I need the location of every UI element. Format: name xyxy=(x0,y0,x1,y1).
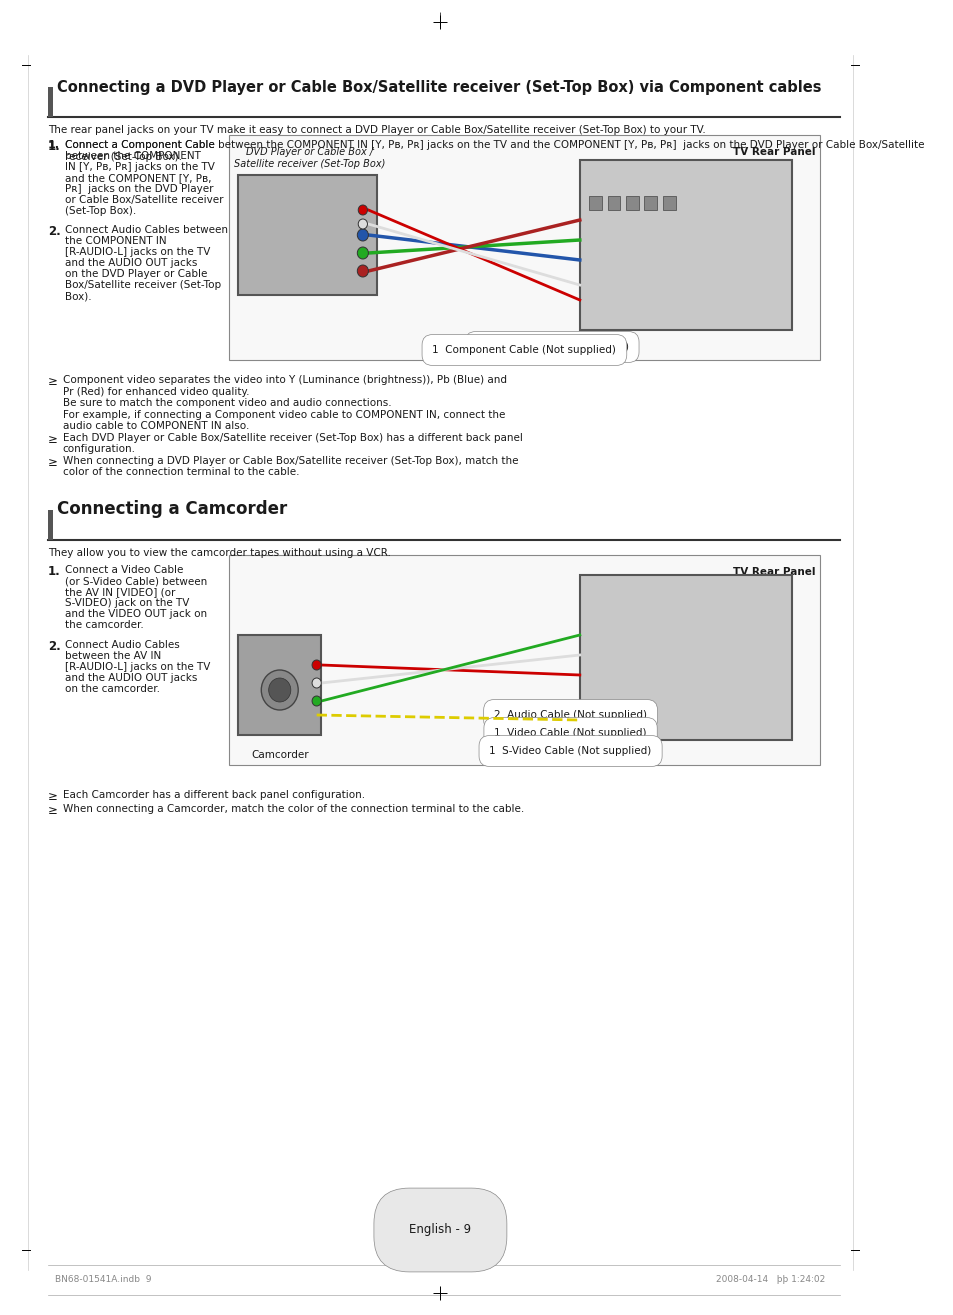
Text: Connect a Component Cable between the COMPONENT IN [Y, Pʙ, Pʀ] jacks on the TV a: Connect a Component Cable between the CO… xyxy=(65,139,923,162)
Text: ≥: ≥ xyxy=(48,790,58,803)
Text: 1  Video Cable (Not supplied): 1 Video Cable (Not supplied) xyxy=(494,729,646,738)
Text: ≥: ≥ xyxy=(48,433,58,446)
Text: 1.: 1. xyxy=(48,139,61,153)
Text: Pʀ]  jacks on the DVD Player: Pʀ] jacks on the DVD Player xyxy=(65,184,213,195)
Bar xyxy=(238,175,376,295)
Bar xyxy=(579,160,791,330)
Text: ≥: ≥ xyxy=(48,803,58,817)
Text: Connect Audio Cables: Connect Audio Cables xyxy=(65,640,179,650)
Bar xyxy=(238,635,321,735)
Text: Pr (Red) for enhanced video quality.: Pr (Red) for enhanced video quality. xyxy=(63,387,249,397)
Text: 2.: 2. xyxy=(48,640,61,654)
Text: between the COMPONENT: between the COMPONENT xyxy=(65,151,200,160)
Text: They allow you to view the camcorder tapes without using a VCR.: They allow you to view the camcorder tap… xyxy=(48,548,391,558)
Text: Each Camcorder has a different back panel configuration.: Each Camcorder has a different back pane… xyxy=(63,790,365,800)
Text: DVD Player or Cable Box /
Satellite receiver (Set-Top Box): DVD Player or Cable Box / Satellite rece… xyxy=(233,147,385,168)
Text: Component video separates the video into Y (Luminance (brightness)), Pb (Blue) a: Component video separates the video into… xyxy=(63,375,506,385)
Text: 1  Component Cable (Not supplied): 1 Component Cable (Not supplied) xyxy=(432,345,616,355)
Bar xyxy=(229,555,819,765)
Text: [R-AUDIO-L] jacks on the TV: [R-AUDIO-L] jacks on the TV xyxy=(65,247,210,256)
Text: or Cable Box/Satellite receiver: or Cable Box/Satellite receiver xyxy=(65,195,223,205)
Text: When connecting a DVD Player or Cable Box/Satellite receiver (Set-Top Box), matc: When connecting a DVD Player or Cable Bo… xyxy=(63,455,517,466)
Circle shape xyxy=(358,220,367,229)
Bar xyxy=(662,196,675,210)
Text: Be sure to match the component video and audio connections.: Be sure to match the component video and… xyxy=(63,398,391,408)
Text: IN [Y, Pʙ, Pʀ] jacks on the TV: IN [Y, Pʙ, Pʀ] jacks on the TV xyxy=(65,162,214,172)
Text: the AV IN [VIDEO] (or: the AV IN [VIDEO] (or xyxy=(65,586,174,597)
Circle shape xyxy=(358,205,367,214)
Text: the COMPONENT IN: the COMPONENT IN xyxy=(65,235,166,246)
Text: Camcorder: Camcorder xyxy=(251,750,308,760)
Text: 1.: 1. xyxy=(48,139,60,150)
Text: Connecting a DVD Player or Cable Box/Satellite receiver (Set-Top Box) via Compon: Connecting a DVD Player or Cable Box/Sat… xyxy=(57,80,821,95)
Text: audio cable to COMPONENT IN also.: audio cable to COMPONENT IN also. xyxy=(63,421,249,431)
Text: ≥: ≥ xyxy=(48,455,58,468)
Text: and the AUDIO OUT jacks: and the AUDIO OUT jacks xyxy=(65,258,197,268)
Text: S-VIDEO) jack on the TV: S-VIDEO) jack on the TV xyxy=(65,598,189,608)
Text: The rear panel jacks on your TV make it easy to connect a DVD Player or Cable Bo: The rear panel jacks on your TV make it … xyxy=(48,125,705,135)
Text: configuration.: configuration. xyxy=(63,444,135,454)
Text: ≥: ≥ xyxy=(48,375,58,388)
Text: color of the connection terminal to the cable.: color of the connection terminal to the … xyxy=(63,467,299,477)
Text: on the camcorder.: on the camcorder. xyxy=(65,684,159,694)
Text: BN68-01541A.indb  9: BN68-01541A.indb 9 xyxy=(55,1276,152,1285)
Text: Connect a Component Cable: Connect a Component Cable xyxy=(65,139,214,150)
Bar xyxy=(48,510,52,540)
Circle shape xyxy=(357,229,368,241)
Bar xyxy=(229,135,819,360)
Text: the camcorder.: the camcorder. xyxy=(65,619,143,630)
Text: on the DVD Player or Cable: on the DVD Player or Cable xyxy=(65,270,207,279)
Text: Connect a Video Cable: Connect a Video Cable xyxy=(65,565,183,575)
Text: 2.: 2. xyxy=(48,225,61,238)
Text: TV Rear Panel: TV Rear Panel xyxy=(732,147,815,156)
Text: 2  Audio Cable (Not supplied): 2 Audio Cable (Not supplied) xyxy=(476,342,628,352)
Text: 1  S-Video Cable (Not supplied): 1 S-Video Cable (Not supplied) xyxy=(489,746,651,756)
Text: English - 9: English - 9 xyxy=(409,1223,471,1236)
Text: between the AV IN: between the AV IN xyxy=(65,651,161,661)
Text: [R-AUDIO-L] jacks on the TV: [R-AUDIO-L] jacks on the TV xyxy=(65,661,210,672)
Text: Box/Satellite receiver (Set-Top: Box/Satellite receiver (Set-Top xyxy=(65,280,220,291)
Circle shape xyxy=(269,679,291,702)
Bar xyxy=(579,575,791,740)
Text: Connect Audio Cables between: Connect Audio Cables between xyxy=(65,225,228,235)
Circle shape xyxy=(357,247,368,259)
Circle shape xyxy=(357,266,368,277)
Text: and the VIDEO OUT jack on: and the VIDEO OUT jack on xyxy=(65,609,207,619)
Bar xyxy=(607,196,619,210)
Text: and the COMPONENT [Y, Pʙ,: and the COMPONENT [Y, Pʙ, xyxy=(65,174,211,183)
Text: 2  Audio Cable (Not supplied): 2 Audio Cable (Not supplied) xyxy=(494,710,646,721)
Text: TV Rear Panel: TV Rear Panel xyxy=(732,567,815,577)
Bar xyxy=(588,196,601,210)
Text: 2008-04-14   þþ 1:24:02: 2008-04-14 þþ 1:24:02 xyxy=(716,1276,824,1285)
Bar xyxy=(644,196,657,210)
Text: Each DVD Player or Cable Box/Satellite receiver (Set-Top Box) has a different ba: Each DVD Player or Cable Box/Satellite r… xyxy=(63,433,522,443)
Text: 1.: 1. xyxy=(48,565,61,579)
Circle shape xyxy=(312,660,321,671)
Text: (Set-Top Box).: (Set-Top Box). xyxy=(65,206,135,216)
Text: When connecting a Camcorder, match the color of the connection terminal to the c: When connecting a Camcorder, match the c… xyxy=(63,803,523,814)
Text: and the AUDIO OUT jacks: and the AUDIO OUT jacks xyxy=(65,673,197,682)
Circle shape xyxy=(261,671,298,710)
Bar xyxy=(48,87,52,117)
Text: For example, if connecting a Component video cable to COMPONENT IN, connect the: For example, if connecting a Component v… xyxy=(63,409,505,419)
Bar xyxy=(625,196,639,210)
Circle shape xyxy=(312,679,321,688)
Text: Connecting a Camcorder: Connecting a Camcorder xyxy=(57,500,287,518)
Text: Box).: Box). xyxy=(65,291,91,301)
Circle shape xyxy=(312,696,321,706)
Text: (or S-Video Cable) between: (or S-Video Cable) between xyxy=(65,576,207,586)
